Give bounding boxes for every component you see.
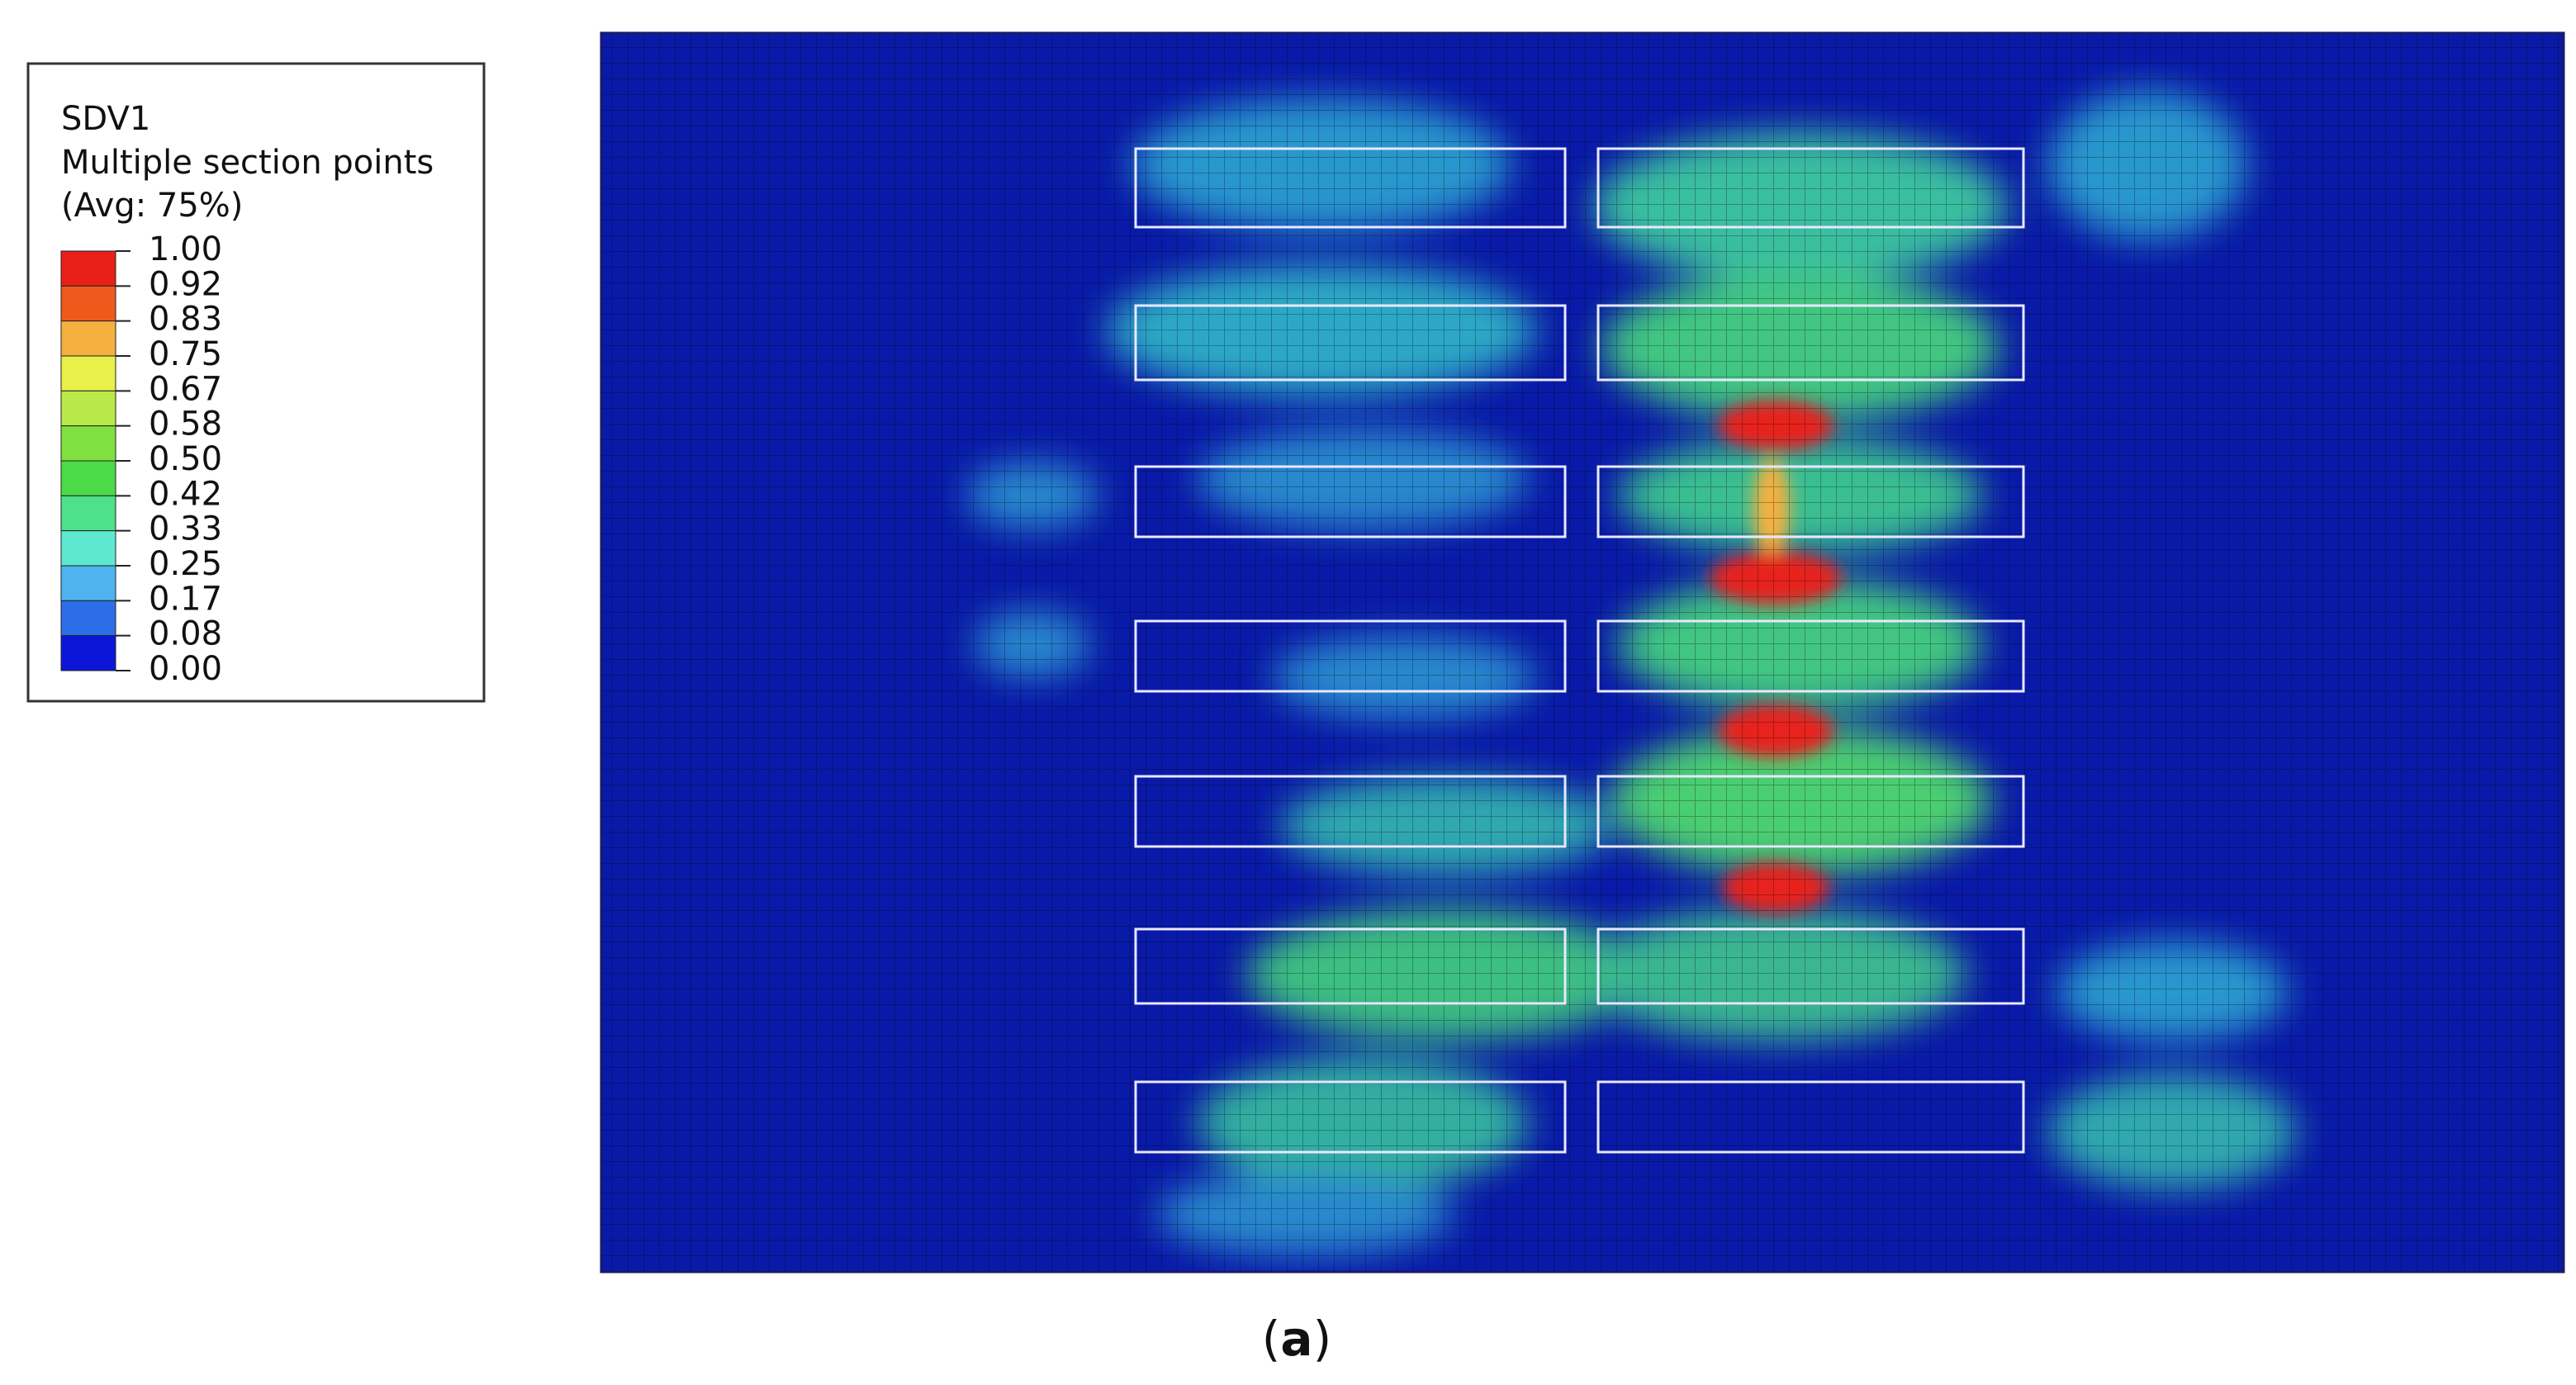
legend-swatch <box>60 495 116 532</box>
legend-swatch <box>60 565 116 601</box>
caption: (a) <box>1262 1311 1331 1367</box>
legend-swatch <box>60 600 116 637</box>
caption-letter: a <box>1280 1311 1312 1367</box>
legend-swatch <box>60 635 116 671</box>
legend-label: 0.17 <box>149 580 222 618</box>
legend-swatch <box>60 250 116 287</box>
contour-plot <box>601 33 2564 1272</box>
legend-label: 0.83 <box>149 301 222 339</box>
legend-swatch <box>60 355 116 391</box>
legend-swatch <box>60 425 116 462</box>
legend-label: 0.42 <box>149 475 222 513</box>
legend-label: 0.58 <box>149 406 222 443</box>
plot-frame <box>600 31 2565 1274</box>
legend-label: 0.92 <box>149 265 222 303</box>
legend-line: Multiple section points <box>61 144 434 182</box>
legend-label: 0.50 <box>149 440 222 478</box>
legend-label: 0.75 <box>149 335 222 373</box>
legend-swatch <box>60 285 116 322</box>
caption-open: ( <box>1262 1311 1281 1367</box>
legend-title: SDV1 <box>61 100 150 138</box>
caption-close: ) <box>1313 1311 1332 1367</box>
legend-swatch <box>60 320 116 357</box>
legend-label: 0.00 <box>149 650 222 688</box>
legend-swatch <box>60 390 116 427</box>
legend-label: 0.08 <box>149 615 222 653</box>
legend-label: 0.67 <box>149 370 222 408</box>
legend-scale: 1.000.920.830.750.670.580.500.420.330.25… <box>60 230 222 688</box>
legend-swatch <box>60 530 116 567</box>
legend-line: (Avg: 75%) <box>61 187 243 225</box>
legend-label: 0.25 <box>149 545 222 583</box>
legend-label: 0.33 <box>149 510 222 548</box>
legend-label: 1.00 <box>149 230 222 268</box>
legend-swatch <box>60 460 116 496</box>
